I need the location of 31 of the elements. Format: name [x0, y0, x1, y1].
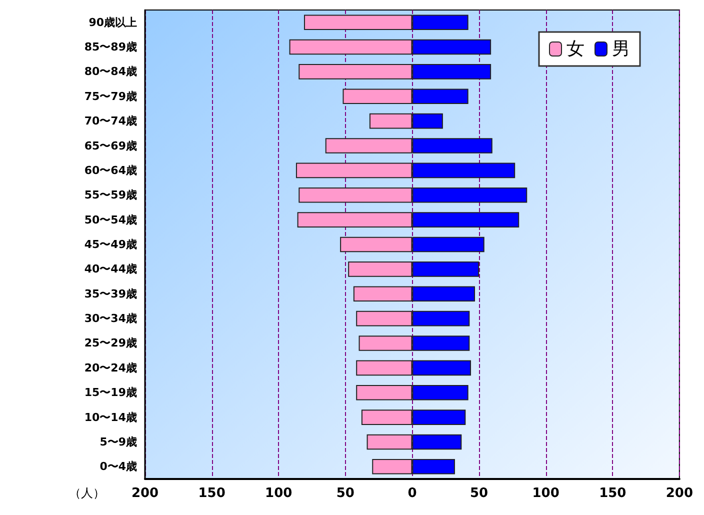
y-tick-label: 70〜74歳: [84, 114, 137, 128]
x-tick-label: 150: [198, 486, 226, 501]
y-tick-label: 80〜84歳: [84, 65, 137, 78]
y-tick-label: 30〜34歳: [84, 312, 137, 326]
x-tick-label: 50: [470, 486, 488, 501]
y-tick-label: 85〜89歳: [84, 40, 137, 54]
x-tick-label: 200: [131, 486, 159, 501]
y-tick-label: 65〜69歳: [84, 139, 137, 152]
x-tick-label: 50: [336, 486, 354, 501]
y-tick-label: 45〜49歳: [84, 238, 137, 251]
y-tick-label: 5〜9歳: [100, 435, 137, 448]
y-tick-label: 60〜64歳: [84, 164, 137, 177]
legend-label: 男: [612, 38, 630, 60]
y-tick-label: 10〜14歳: [84, 410, 137, 424]
x-tick-label: 200: [666, 486, 693, 501]
y-tick-label: 35〜39歳: [84, 287, 137, 300]
x-tick-label: 100: [265, 486, 292, 501]
y-tick-label: 50〜54歳: [84, 213, 137, 226]
y-tick-label: 15〜19歳: [84, 386, 137, 400]
x-tick-label: 150: [599, 486, 626, 501]
x-tick-label: 100: [532, 486, 560, 501]
y-tick-label: 55〜59歳: [84, 188, 137, 202]
x-tick-label: 0: [408, 486, 417, 501]
y-tick-label: 40〜44歳: [84, 262, 137, 276]
x-axis-title: （人）: [69, 486, 105, 500]
y-tick-label: 25〜29歳: [84, 336, 137, 350]
y-tick-label: 75〜79歳: [84, 90, 137, 103]
y-tick-label: 0〜4歳: [100, 460, 137, 474]
y-tick-label: 20〜24歳: [84, 361, 137, 374]
y-tick-label: 90歳以上: [88, 16, 137, 29]
legend-label: 女: [566, 38, 584, 60]
